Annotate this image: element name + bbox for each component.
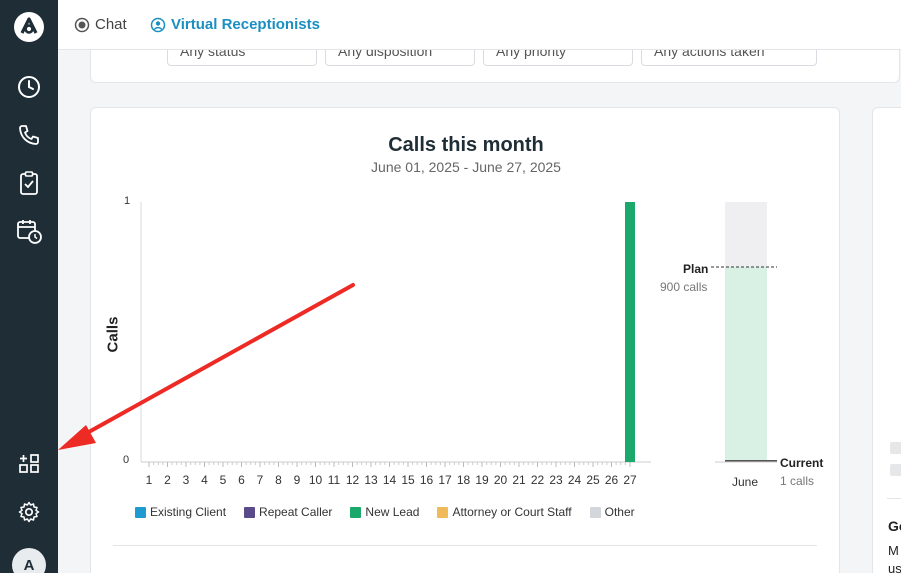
x-tick-label: 11 (328, 473, 341, 487)
x-tick-label: 3 (183, 473, 190, 487)
tab-virtual-receptionists[interactable]: Virtual Receptionists (150, 16, 320, 33)
logo-icon[interactable] (0, 10, 58, 44)
right-panel-card: Go M us (872, 107, 901, 573)
bar-new-lead[interactable] (625, 202, 635, 462)
current-label: Current (780, 456, 824, 470)
plan-label: Plan (683, 262, 709, 276)
legend-label: New Lead (365, 505, 420, 519)
x-tick-label: 15 (401, 473, 415, 487)
legend-swatch (350, 506, 362, 518)
x-tick-label: 14 (383, 473, 397, 487)
plan-fill (725, 267, 767, 462)
chat-bubble-icon (74, 17, 90, 32)
y-tick-min: 0 (123, 454, 130, 466)
x-tick-label: 7 (257, 473, 264, 487)
right-panel-text: M (888, 543, 899, 558)
clock-icon[interactable] (0, 75, 58, 99)
x-tick-label: 10 (309, 473, 323, 487)
gear-icon[interactable] (0, 500, 58, 524)
right-panel-checkbox[interactable] (890, 442, 901, 454)
actions-filter[interactable]: Any actions taken (641, 50, 817, 66)
x-tick-label: 20 (494, 473, 508, 487)
calls-chart-card: Calls this month June 01, 2025 - June 27… (90, 107, 840, 573)
y-axis-label: Calls (104, 316, 122, 353)
x-tick-label: 1 (146, 473, 153, 487)
avatar[interactable]: A (0, 548, 58, 573)
calendar-clock-icon[interactable] (0, 217, 58, 245)
clipboard-check-icon[interactable] (0, 170, 58, 196)
x-tick-label: 6 (238, 473, 245, 487)
legend-item[interactable]: Repeat Caller (244, 505, 332, 519)
chart-title: Calls this month (388, 134, 544, 156)
x-tick-label: 2 (164, 473, 171, 487)
legend-swatch (437, 506, 449, 518)
y-tick-max: 1 (124, 195, 131, 207)
x-tick-label: 16 (420, 473, 434, 487)
legend-item[interactable]: Attorney or Court Staff (437, 505, 572, 519)
x-tick-label: 26 (605, 473, 619, 487)
legend-item[interactable]: Existing Client (135, 505, 226, 519)
right-panel-checkbox[interactable] (890, 464, 901, 476)
chart-subtitle: June 01, 2025 - June 27, 2025 (371, 159, 561, 175)
legend-label: Attorney or Court Staff (452, 505, 572, 519)
legend-item[interactable]: Other (589, 505, 635, 519)
legend-swatch (135, 506, 146, 518)
disposition-filter[interactable]: Any disposition (325, 50, 475, 66)
plan-month-label: June (732, 475, 759, 489)
x-tick-label: 27 (623, 473, 637, 487)
avatar-initial: A (12, 548, 46, 573)
chart-plot: 1 2 3 4 5 6 7 8 9 10 11 12 13 14 15 16 17 18 19 20 21 22 23 24 2… (140, 202, 651, 487)
legend-item[interactable]: New Lead (350, 505, 419, 519)
top-bar: Chat Virtual Receptionists (58, 0, 901, 50)
right-panel-divider (887, 498, 901, 499)
receptionist-icon (150, 17, 166, 32)
legend-label: Existing Client (150, 505, 227, 519)
chart-legend: Existing Client Repeat Caller New Lead A… (135, 505, 653, 519)
x-tick-label: 19 (475, 473, 489, 487)
card-divider (113, 545, 817, 546)
status-filter[interactable]: Any status (167, 50, 317, 66)
x-tick-label: 21 (512, 473, 526, 487)
plan-value: 900 calls (660, 280, 708, 294)
sidebar: A (0, 0, 58, 573)
legend-label: Repeat Caller (259, 505, 333, 519)
phone-icon[interactable] (0, 123, 58, 147)
x-tick-label: 4 (201, 473, 208, 487)
x-tick-label: 8 (275, 473, 282, 487)
x-tick-label: 25 (586, 473, 600, 487)
priority-filter[interactable]: Any priority (483, 50, 633, 66)
x-tick-label: 22 (531, 473, 545, 487)
legend-swatch (244, 506, 256, 518)
plan-column (711, 202, 777, 463)
right-panel-heading: Go (888, 518, 901, 534)
x-tick-label: 13 (364, 473, 378, 487)
right-panel-text: us (888, 561, 901, 573)
tab-chat-label: Chat (95, 16, 127, 33)
tab-vr-label: Virtual Receptionists (171, 16, 320, 33)
x-tick-label: 18 (457, 473, 471, 487)
legend-label: Other (604, 505, 635, 519)
x-tick-label: 24 (568, 473, 582, 487)
filter-bar: Any status Any disposition Any priority … (90, 50, 900, 83)
x-tick-label: 23 (549, 473, 563, 487)
apps-grid-icon[interactable] (0, 452, 58, 476)
legend-swatch (589, 506, 601, 518)
x-tick-label: 9 (294, 473, 301, 487)
tab-chat[interactable]: Chat (74, 16, 127, 33)
x-tick-label: 17 (438, 473, 452, 487)
x-tick-label: 5 (220, 473, 227, 487)
current-value: 1 calls (780, 474, 815, 488)
x-tick-label: 12 (346, 473, 360, 487)
